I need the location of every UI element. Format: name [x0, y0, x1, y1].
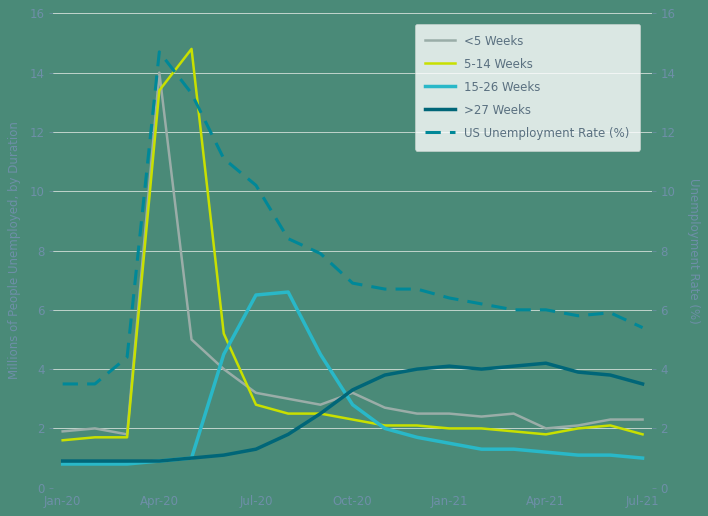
- Legend: <5 Weeks, 5-14 Weeks, 15-26 Weeks, >27 Weeks, US Unemployment Rate (%): <5 Weeks, 5-14 Weeks, 15-26 Weeks, >27 W…: [415, 24, 640, 151]
- Y-axis label: Millions of People Unemployed, by Duration: Millions of People Unemployed, by Durati…: [8, 122, 21, 379]
- Y-axis label: Unemployment Rate (%): Unemployment Rate (%): [687, 178, 700, 324]
